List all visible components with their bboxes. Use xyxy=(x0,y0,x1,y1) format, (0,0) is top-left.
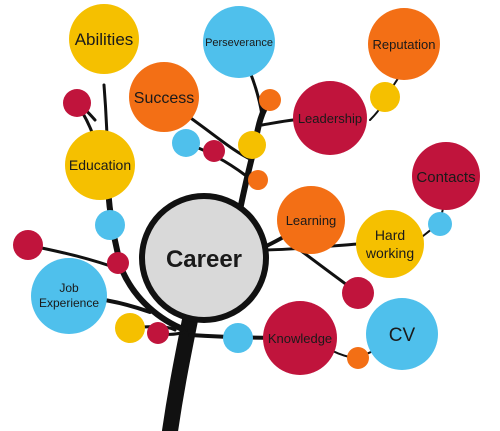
node-learning: Learning xyxy=(277,186,345,254)
node-knowledge: Knowledge xyxy=(263,301,337,375)
label-leadership: Leadership xyxy=(298,111,362,126)
small-dots xyxy=(13,82,452,369)
bubble-knowledge xyxy=(263,301,337,375)
label-jobexperience-line2: Experience xyxy=(39,296,99,310)
label-cv: CV xyxy=(389,325,416,346)
bubble-education xyxy=(65,130,135,200)
bubble-leadership xyxy=(293,81,367,155)
label-reputation: Reputation xyxy=(373,37,436,52)
dot-blue xyxy=(172,129,200,157)
node-education: Education xyxy=(65,130,135,200)
bubble-abilities xyxy=(69,4,139,74)
bubble-career xyxy=(139,193,269,323)
bubble-cv xyxy=(366,298,438,370)
bubble-learning xyxy=(277,186,345,254)
dot-red xyxy=(147,322,169,344)
dot-blue xyxy=(428,212,452,236)
bubble-perseverance xyxy=(203,6,275,78)
label-hardworking-line1: Hard xyxy=(375,227,405,243)
node-perseverance: Perseverance xyxy=(203,6,275,78)
dot-yellow xyxy=(238,131,266,159)
dot-yellow xyxy=(115,313,145,343)
bubble-success xyxy=(129,62,199,132)
node-career-center: Career xyxy=(139,193,269,323)
node-hardworking: Hard working xyxy=(356,210,424,278)
dot-orange xyxy=(259,89,281,111)
label-perseverance: Perseverance xyxy=(205,37,273,49)
node-reputation: Reputation xyxy=(368,8,440,80)
node-jobexperience: Job Experience xyxy=(31,258,107,334)
dot-red xyxy=(342,277,374,309)
dot-red xyxy=(63,89,91,117)
label-contacts: Contacts xyxy=(416,169,475,186)
label-success: Success xyxy=(134,90,194,107)
dot-red xyxy=(203,140,225,162)
label-hardworking-line2: working xyxy=(365,245,414,261)
node-cv: CV xyxy=(366,298,438,370)
dot-orange xyxy=(347,347,369,369)
label-education: Education xyxy=(69,157,131,173)
bubble-reputation xyxy=(368,8,440,80)
dot-orange xyxy=(248,170,268,190)
label-abilities: Abilities xyxy=(75,30,134,49)
node-contacts: Contacts xyxy=(412,142,480,210)
dot-red xyxy=(107,252,129,274)
bubble-hardworking xyxy=(356,210,424,278)
bubble-contacts xyxy=(412,142,480,210)
node-success: Success xyxy=(129,62,199,132)
dot-red xyxy=(13,230,43,260)
label-career: Career xyxy=(166,246,242,273)
dot-blue xyxy=(95,210,125,240)
dot-blue xyxy=(223,323,253,353)
dot-yellow xyxy=(370,82,400,112)
label-jobexperience-line1: Job xyxy=(59,281,79,295)
node-leadership: Leadership xyxy=(293,81,367,155)
label-learning: Learning xyxy=(286,213,337,228)
label-knowledge: Knowledge xyxy=(268,331,332,346)
bubble-jobexperience xyxy=(31,258,107,334)
node-abilities: Abilities xyxy=(69,4,139,74)
trunk xyxy=(162,312,198,431)
